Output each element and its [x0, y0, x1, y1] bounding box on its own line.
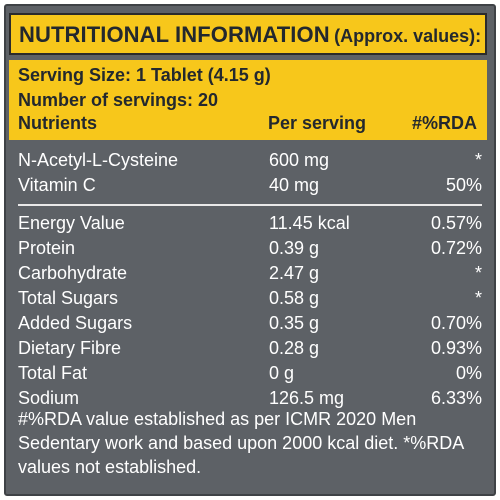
- nutrient-name: Added Sugars: [18, 313, 133, 333]
- serving-count: Number of servings: 20: [18, 90, 219, 110]
- nutrient-rda: 0.93%: [430, 338, 482, 358]
- nutrient-row: Protein 0.39 g 0.72%: [18, 238, 482, 262]
- footnote-line: Sedentary work and based upon 2000 kcal …: [18, 433, 465, 453]
- nutrient-rda: 50%: [445, 175, 482, 195]
- nutrient-rda: 0.70%: [430, 313, 482, 333]
- nutrient-amount: 126.5 mg: [269, 388, 345, 408]
- column-header-nutrients: Nutrients: [18, 113, 98, 133]
- nutrient-row: Energy Value 11.45 kcal 0.57%: [18, 213, 482, 237]
- nutrient-name: Total Fat: [18, 363, 88, 383]
- nutrient-amount: 2.47 g: [269, 263, 320, 283]
- nutrient-name: Vitamin C: [18, 175, 96, 195]
- nutrient-rda: *: [474, 150, 482, 170]
- page-title: NUTRITIONAL INFORMATION: [19, 22, 330, 47]
- nutrient-rda: *: [474, 263, 482, 283]
- column-header-per-serving: Per serving: [268, 113, 367, 133]
- nutrient-name: N-Acetyl-L-Cysteine: [18, 150, 179, 170]
- nutrient-name: Total Sugars: [18, 288, 119, 308]
- nutrient-row: Total Sugars 0.58 g *: [18, 288, 482, 312]
- nutrient-rda: 0.72%: [430, 238, 482, 258]
- divider: [18, 204, 482, 206]
- nutrient-row: Dietary Fibre 0.28 g 0.93%: [18, 338, 482, 362]
- nutrient-name: Carbohydrate: [18, 263, 128, 283]
- column-header-rda: #%RDA: [411, 113, 477, 133]
- nutrient-row: N-Acetyl-L-Cysteine 600 mg *: [18, 150, 482, 174]
- nutrient-rda: 6.33%: [430, 388, 482, 408]
- serving-header: Serving Size: 1 Tablet (4.15 g) Number o…: [9, 60, 487, 140]
- nutrient-amount: 0.28 g: [269, 338, 320, 358]
- nutrient-rda: 0.57%: [430, 213, 482, 233]
- nutrient-name: Sodium: [18, 388, 80, 408]
- nutrient-row: Sodium 126.5 mg 6.33%: [18, 388, 482, 412]
- footnote-line: #%RDA value established as per ICMR 2020…: [18, 409, 417, 429]
- nutrient-amount: 40 mg: [269, 175, 320, 195]
- footnote-line: values not established.: [18, 457, 202, 477]
- nutrient-amount: 0.58 g: [269, 288, 320, 308]
- title-bar: NUTRITIONAL INFORMATION (Approx. values)…: [9, 13, 487, 55]
- nutrient-row: Added Sugars 0.35 g 0.70%: [18, 313, 482, 337]
- nutrient-rda: *: [474, 288, 482, 308]
- nutrient-amount: 11.45 kcal: [269, 213, 350, 233]
- nutrient-row: Vitamin C 40 mg 50%: [18, 175, 482, 199]
- serving-size: Serving Size: 1 Tablet (4.15 g): [18, 65, 271, 85]
- nutrient-amount: 0.39 g: [269, 238, 320, 258]
- nutrient-name: Dietary Fibre: [18, 338, 122, 358]
- nutrient-rda: 0%: [455, 363, 482, 383]
- nutrient-row: Total Fat 0 g 0%: [18, 363, 482, 387]
- footnote: #%RDA value established as per ICMR 2020…: [18, 407, 488, 479]
- nutrient-name: Energy Value: [18, 213, 125, 233]
- nutrient-amount: 0 g: [269, 363, 295, 383]
- nutrient-amount: 600 mg: [269, 150, 330, 170]
- nutrient-row: Carbohydrate 2.47 g *: [18, 263, 482, 287]
- page-subtitle: (Approx. values):: [334, 26, 482, 46]
- nutrient-name: Protein: [18, 238, 76, 258]
- nutrient-amount: 0.35 g: [269, 313, 320, 333]
